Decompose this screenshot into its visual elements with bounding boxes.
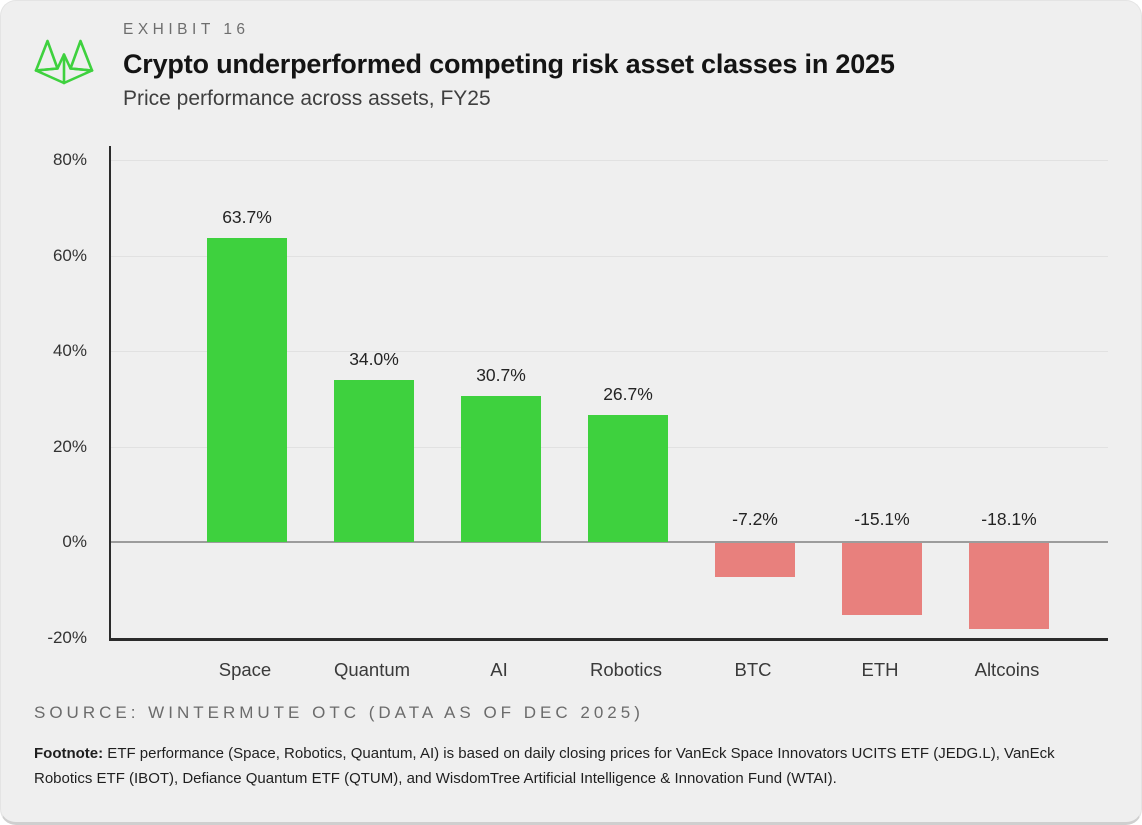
bar-chart: 80% 60% 40% 20% 0% -20% 63.7% 34.0% 30.7% 26.7% -…	[1, 146, 1141, 706]
y-tick-label-60: 60%	[52, 245, 87, 265]
y-tick-label-0: 0%	[62, 532, 87, 552]
x-tick-label-btc: BTC	[734, 659, 772, 680]
value-label-eth: -15.1%	[854, 509, 910, 530]
gridline-80	[111, 160, 1108, 162]
chart-title: Crypto underperformed competing risk ass…	[123, 49, 895, 79]
zero-gridline	[111, 541, 1108, 544]
bar-robotics	[588, 414, 668, 543]
y-tick-label-80: 80%	[52, 150, 87, 170]
x-tick-label-space: Space	[218, 659, 272, 680]
bar-space	[207, 238, 287, 543]
wintermute-logo-icon	[34, 39, 94, 85]
x-tick-label-ai: AI	[490, 659, 508, 680]
value-label-btc: -7.2%	[732, 509, 778, 530]
y-tick-label-20: 20%	[52, 436, 87, 456]
footnote-text: ETF performance (Space, Robotics, Quantu…	[34, 745, 1055, 788]
y-tick-label--20: -20%	[47, 628, 87, 647]
value-label-quantum: 34.0%	[349, 349, 399, 370]
value-label-space: 63.7%	[222, 207, 272, 228]
plot-area: 63.7% 34.0% 30.7% 26.7% -7.2% -15.1% -18.1%	[109, 146, 1108, 641]
bar-ai	[461, 395, 541, 543]
chart-header: EXHIBIT 16 Crypto underperformed competi…	[123, 21, 895, 111]
footnote: Footnote: ETF performance (Space, Roboti…	[34, 741, 1114, 791]
value-label-ai: 30.7%	[476, 364, 526, 385]
gridline-60	[111, 255, 1108, 257]
bar-quantum	[334, 380, 414, 543]
x-tick-label-eth: ETH	[861, 659, 899, 680]
y-axis-labels: 80% 60% 40% 20% 0% -20%	[1, 146, 97, 647]
bar-altcoins	[969, 543, 1049, 629]
bar-btc	[715, 543, 795, 577]
gridline-40	[111, 351, 1108, 353]
y-tick-label-40: 40%	[52, 341, 87, 361]
logo-strokes	[34, 39, 94, 85]
chart-subtitle: Price performance across assets, FY25	[123, 87, 491, 110]
x-tick-label-quantum: Quantum	[333, 659, 411, 680]
source-line: SOURCE: WINTERMUTE OTC (DATA AS OF DEC 2…	[34, 703, 644, 722]
x-tick-label-altcoins: Altcoins	[974, 659, 1040, 680]
footnote-label: Footnote:	[34, 745, 104, 762]
exhibit-label: EXHIBIT 16	[123, 21, 250, 38]
x-axis-labels: Space Quantum AI Robotics BTC ETH Altcoins	[109, 641, 1106, 691]
value-label-robotics: 26.7%	[603, 383, 653, 404]
value-label-altcoins: -18.1%	[981, 509, 1037, 530]
x-tick-label-robotics: Robotics	[590, 659, 662, 680]
bar-eth	[842, 543, 922, 615]
